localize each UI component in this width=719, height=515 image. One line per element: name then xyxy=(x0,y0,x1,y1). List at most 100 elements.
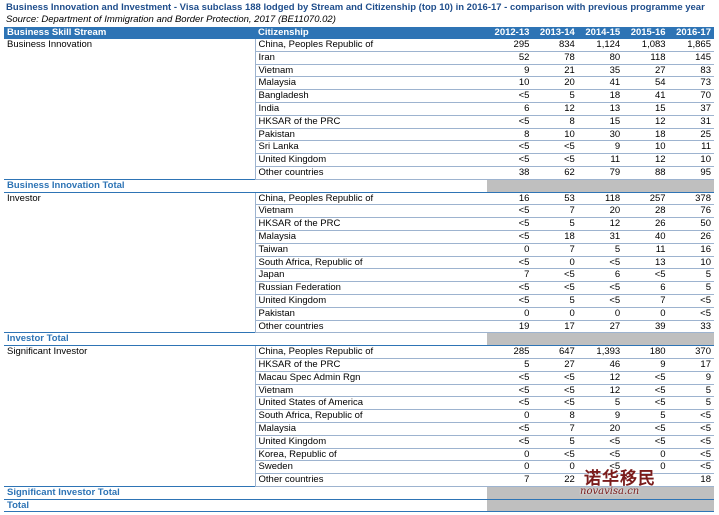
stream-cell xyxy=(4,205,255,218)
value-cell: 6 xyxy=(577,268,624,283)
value-cell: 18 xyxy=(577,89,624,103)
value-cell: <5 xyxy=(487,435,533,449)
value-cell: <5 xyxy=(532,384,578,398)
value-cell: 7 xyxy=(532,422,578,436)
value-cell: 180 xyxy=(623,345,669,359)
value-cell: 25 xyxy=(668,128,714,142)
value-cell: 1,083 xyxy=(623,39,669,52)
value-cell: 40 xyxy=(623,230,669,244)
value-cell: <5 xyxy=(487,422,533,436)
citizenship-cell: Other countries xyxy=(254,473,488,487)
value-cell: 9 xyxy=(577,140,624,155)
citizenship-cell: China, Peoples Republic of xyxy=(254,345,488,359)
table-row: HKSAR of the PRC <5 5 12 26 50 xyxy=(4,217,714,231)
value-cell: 13 xyxy=(577,102,624,116)
value-cell: 17 xyxy=(532,320,578,334)
value-cell: 41 xyxy=(577,76,624,91)
value-cell: 285 xyxy=(487,345,533,359)
value-cell: 95 xyxy=(668,166,714,180)
citizenship-cell: Iran xyxy=(254,51,488,65)
value-cell: 5 xyxy=(577,243,624,257)
value-cell: 7 xyxy=(532,204,578,219)
value-cell: <5 xyxy=(577,460,624,475)
value-cell: 13 xyxy=(623,256,669,270)
stream-cell xyxy=(4,358,255,371)
value-cell: 1,865 xyxy=(668,39,714,52)
value-cell: <5 xyxy=(487,230,533,244)
stream-cell xyxy=(4,218,255,231)
value-cell: <5 xyxy=(487,396,533,411)
header-year: 2012-13 xyxy=(487,27,533,39)
table-row: United States of America <5 <5 5 <5 5 xyxy=(4,396,714,411)
value-cell: 11 xyxy=(577,153,624,167)
value-cell: <5 xyxy=(532,396,578,411)
value-cell: 5 xyxy=(532,435,578,449)
stream-cell xyxy=(4,102,255,115)
table-row: United Kingdom <5 5 <5 <5 <5 xyxy=(4,435,714,449)
header-year: 2013-14 xyxy=(532,27,578,39)
header-year: 2014-15 xyxy=(577,27,624,39)
value-cell: 145 xyxy=(668,51,714,65)
value-cell: 7 xyxy=(487,268,533,283)
value-cell: 295 xyxy=(487,39,533,52)
stream-cell: Investor xyxy=(7,192,41,204)
value-cell: 9 xyxy=(668,371,714,385)
value-cell: <5 xyxy=(623,435,669,449)
value-cell: 5 xyxy=(668,281,714,295)
stream-cell xyxy=(4,474,255,487)
value-cell: 5 xyxy=(668,384,714,398)
value-cell: 18 xyxy=(532,230,578,244)
citizenship-cell: HKSAR of the PRC xyxy=(254,358,488,372)
table-row: South Africa, Republic of <5 0 <5 13 10 xyxy=(4,256,714,270)
value-cell: 0 xyxy=(487,307,533,321)
value-cell: <5 xyxy=(487,256,533,270)
value-cell: 6 xyxy=(487,102,533,116)
group-total-row: Investor Total xyxy=(4,332,714,347)
table-row: Sri Lanka <5 <5 9 10 11 xyxy=(4,140,714,155)
visa-table: Business Skill Stream Citizenship 2012-1… xyxy=(4,27,714,513)
value-cell: 5 xyxy=(623,409,669,423)
value-cell: 118 xyxy=(577,192,624,206)
table-row: Russian Federation <5 <5 <5 6 5 xyxy=(4,281,714,295)
value-cell: 28 xyxy=(623,204,669,219)
group-total-row: Business Innovation Total xyxy=(4,178,714,193)
value-cell: 31 xyxy=(577,230,624,244)
value-cell: 1,124 xyxy=(577,39,624,52)
value-cell: 12 xyxy=(577,371,624,385)
stream-cell xyxy=(4,371,255,384)
value-cell: 0 xyxy=(623,460,669,475)
value-cell: 15 xyxy=(577,115,624,129)
value-cell: <5 xyxy=(623,384,669,398)
citizenship-cell: Taiwan xyxy=(254,243,488,257)
table-row: Vietnam <5 <5 12 <5 5 xyxy=(4,384,714,398)
value-cell: 46 xyxy=(577,358,624,372)
stream-cell xyxy=(4,461,255,474)
stream-cell xyxy=(4,243,255,256)
value-cell: 9 xyxy=(487,64,533,78)
table-row: Macau Spec Admin Rgn <5 <5 12 <5 9 xyxy=(4,371,714,385)
value-cell: 10 xyxy=(623,140,669,155)
citizenship-cell: Sweden xyxy=(254,460,488,475)
stream-cell xyxy=(4,166,255,179)
value-cell: 83 xyxy=(668,64,714,78)
value-cell: 26 xyxy=(623,217,669,231)
value-cell: <5 xyxy=(577,294,624,308)
stream-cell xyxy=(4,282,255,295)
value-cell: <5 xyxy=(487,153,533,167)
citizenship-cell: United States of America xyxy=(254,396,488,411)
value-cell: 118 xyxy=(623,51,669,65)
citizenship-cell: South Africa, Republic of xyxy=(254,256,488,270)
citizenship-cell: Korea, Republic of xyxy=(254,448,488,462)
group-total-label: Investor Total xyxy=(4,332,488,347)
value-cell: <5 xyxy=(668,294,714,308)
citizenship-cell: Vietnam xyxy=(254,204,488,219)
value-cell: 80 xyxy=(577,51,624,65)
value-cell: 88 xyxy=(623,166,669,180)
value-cell: 53 xyxy=(532,192,578,206)
value-cell: 5 xyxy=(532,89,578,103)
value-cell: 10 xyxy=(532,128,578,142)
value-cell: 35 xyxy=(577,64,624,78)
value-cell: 26 xyxy=(668,230,714,244)
table-row: Business Innovation China, Peoples Republ… xyxy=(4,39,714,52)
table-row: Taiwan 0 7 5 11 16 xyxy=(4,243,714,257)
